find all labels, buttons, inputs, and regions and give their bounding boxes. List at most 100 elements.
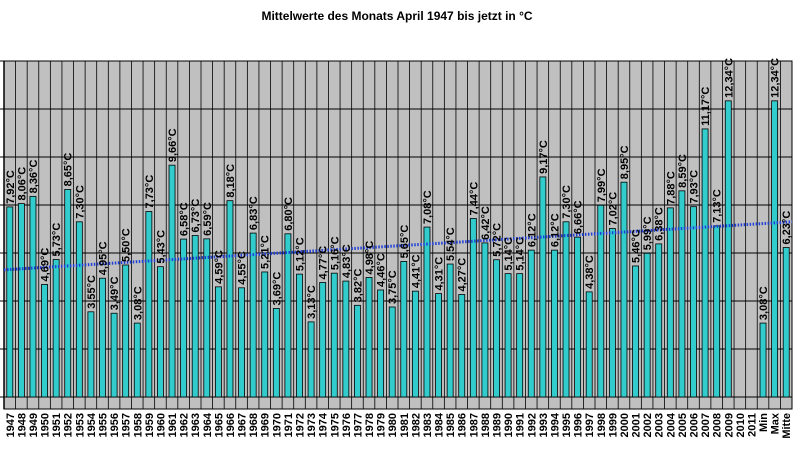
bar-value-label: 12,34°C: [770, 58, 782, 98]
bar-value-label: 6,66°C: [573, 200, 585, 234]
bar: [574, 236, 582, 398]
bar-value-label: 4,95°C: [98, 241, 110, 275]
bar-value-label: 6,23°C: [781, 211, 793, 245]
bar-value-label: 12,34°C: [723, 58, 735, 98]
x-tick-label: 1982: [410, 413, 422, 437]
bar: [585, 291, 593, 398]
bar: [643, 252, 651, 398]
x-tick-label: 1973: [306, 413, 318, 437]
bar: [678, 190, 686, 398]
x-tick-label: 1953: [74, 413, 86, 437]
bar: [458, 294, 466, 398]
x-tick-label: 1959: [144, 413, 156, 437]
bar: [180, 238, 188, 398]
bar-value-label: 7,02°C: [607, 192, 619, 226]
bar: [99, 277, 106, 398]
bar: [226, 200, 234, 398]
bar-value-label: 5,14°C: [515, 237, 527, 271]
bar-value-label: 6,80°C: [283, 197, 295, 231]
bar: [469, 218, 477, 398]
x-tick-label: 1960: [155, 413, 167, 437]
bar: [342, 280, 350, 398]
bar: [539, 176, 547, 398]
bar: [64, 188, 72, 398]
bar-value-label: 7,73°C: [144, 175, 156, 209]
bar: [690, 206, 697, 398]
x-tick-label: 1961: [167, 413, 179, 437]
bar-value-label: 3,69°C: [271, 272, 283, 306]
x-tick-label: 2002: [642, 413, 654, 437]
x-tick-label: 1966: [225, 413, 237, 437]
bar: [365, 277, 373, 398]
bar: [272, 308, 280, 398]
bar-value-label: 5,54°C: [445, 227, 457, 261]
bar: [122, 264, 130, 398]
bar-value-label: 3,08°C: [758, 286, 770, 320]
bar: [632, 265, 639, 398]
x-tick-label: 1969: [260, 413, 272, 437]
bar: [400, 260, 408, 398]
bar-value-label: 7,88°C: [665, 171, 677, 205]
x-tick-label: 1999: [607, 413, 619, 437]
bar-value-label: 7,44°C: [468, 182, 480, 216]
x-tick-label: 2000: [619, 413, 631, 437]
x-tick-label: Min: [758, 413, 770, 432]
x-tick-label: 1954: [86, 412, 98, 437]
x-tick-label: 1958: [132, 413, 144, 437]
bar-value-label: 7,93°C: [689, 170, 701, 204]
x-tick-label: 1951: [51, 413, 63, 437]
bar: [771, 100, 779, 398]
bar-value-label: 8,36°C: [28, 160, 40, 194]
bar: [516, 273, 524, 398]
bar: [307, 321, 315, 398]
x-tick-label: 2009: [723, 413, 735, 437]
bar: [562, 221, 570, 398]
bar: [701, 128, 709, 398]
x-tick-label: 2008: [712, 413, 724, 437]
bar-value-label: 8,65°C: [63, 153, 75, 187]
bar: [608, 228, 616, 398]
bar-value-label: 4,83°C: [341, 244, 353, 278]
bar: [319, 282, 327, 398]
bar-value-label: 5,21°C: [260, 235, 272, 269]
x-tick-label: 1987: [468, 413, 480, 437]
bar: [504, 273, 512, 398]
bar-value-label: 6,59°C: [202, 202, 214, 236]
bar-value-label: 5,16°C: [329, 236, 341, 270]
x-tick-label: Max: [770, 412, 782, 434]
x-tick-label: 1971: [283, 413, 295, 437]
x-tick-label: 1949: [28, 413, 40, 437]
bar-value-label: 5,99°C: [642, 216, 654, 250]
bar-value-label: 7,08°C: [422, 190, 434, 224]
bar-value-label: 6,38°C: [654, 207, 666, 241]
x-tick-label: 2010: [735, 413, 747, 437]
bar-value-label: 7,30°C: [561, 185, 573, 219]
x-tick-label: 1986: [457, 413, 469, 437]
x-tick-label: 1962: [179, 413, 191, 437]
x-tick-label: 1957: [121, 413, 133, 437]
x-tick-label: 1989: [492, 413, 504, 437]
x-tick-label: 1975: [329, 413, 341, 437]
x-tick-label: 1994: [549, 412, 561, 437]
bar: [87, 311, 95, 398]
bar-value-label: 5,50°C: [121, 228, 133, 262]
x-tick-label: 1964: [202, 412, 214, 437]
bar-value-label: 4,31°C: [434, 257, 446, 291]
bar: [133, 322, 141, 398]
x-tick-label: 1991: [515, 413, 527, 437]
x-tick-label: 1992: [526, 413, 538, 437]
bar: [157, 266, 164, 398]
bar: [249, 232, 257, 398]
bar-value-label: 6,12°C: [526, 213, 538, 247]
bar-value-label: 6,83°C: [248, 196, 260, 230]
bar: [388, 306, 396, 398]
x-tick-label: 1990: [503, 413, 515, 437]
bar: [493, 259, 500, 398]
bar: [655, 243, 663, 398]
bar-value-label: 4,46°C: [376, 253, 388, 287]
x-tick-label: 1947: [5, 413, 17, 437]
bar-value-label: 4,27°C: [457, 258, 469, 292]
x-tick-label: 1952: [63, 413, 75, 437]
bar-value-label: 4,59°C: [213, 250, 225, 284]
x-tick-label: 1996: [573, 413, 585, 437]
